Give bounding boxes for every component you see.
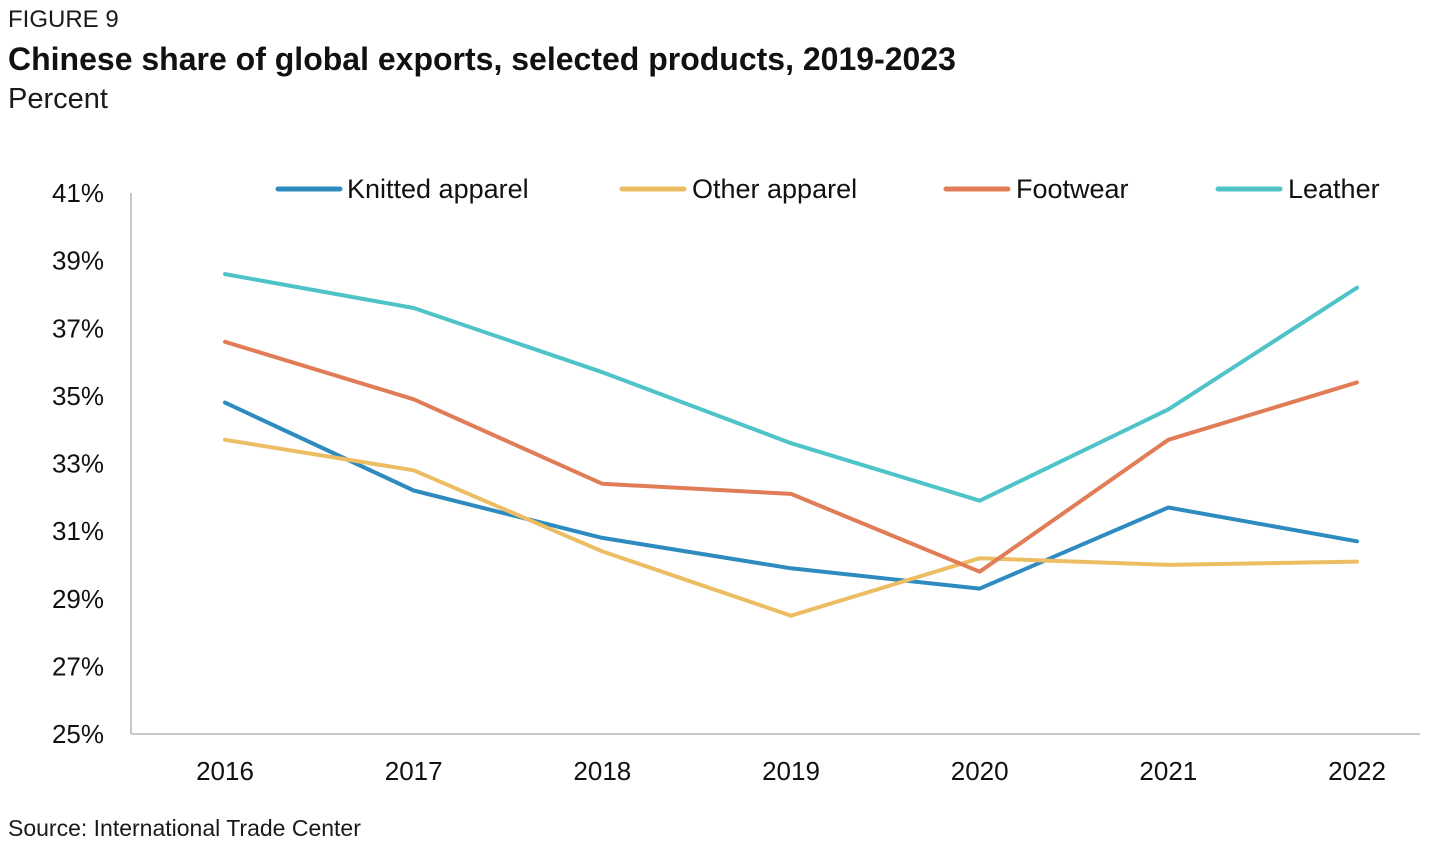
legend-item-other-apparel: Other apparel — [619, 174, 857, 204]
x-tick-label: 2019 — [762, 756, 820, 786]
series-line-leather — [223, 272, 1359, 503]
legend-item-leather: Leather — [1215, 174, 1380, 204]
series-line-footwear — [223, 339, 1359, 574]
y-tick-label: 41% — [52, 178, 104, 208]
y-tick-label: 37% — [52, 313, 104, 343]
figure-label: FIGURE 9 — [8, 6, 119, 33]
x-tick-label: 2018 — [573, 756, 631, 786]
x-tick-label: 2021 — [1139, 756, 1197, 786]
y-tick-label: 35% — [52, 381, 104, 411]
y-tick-label: 33% — [52, 449, 104, 479]
x-tick-label: 2022 — [1328, 756, 1386, 786]
y-tick-label: 29% — [52, 584, 104, 614]
y-tick-label: 39% — [52, 246, 104, 276]
y-tick-label: 25% — [52, 719, 104, 749]
chart-subtitle: Percent — [8, 83, 108, 115]
x-tick-label: 2017 — [385, 756, 443, 786]
series-line-knitted-apparel — [223, 400, 1359, 591]
y-tick-label: 31% — [52, 516, 104, 546]
chart-title: Chinese share of global exports, selecte… — [8, 41, 956, 77]
legend-label: Leather — [1288, 174, 1380, 204]
y-tick-label: 27% — [52, 651, 104, 681]
legend-label: Footwear — [1016, 174, 1129, 204]
legend-label: Knitted apparel — [347, 174, 529, 204]
series-lines — [223, 272, 1359, 618]
source-note: Source: International Trade Center — [8, 815, 361, 841]
legend-item-knitted-apparel: Knitted apparel — [275, 174, 529, 204]
series-line-other-apparel — [223, 437, 1359, 618]
x-tick-label: 2020 — [951, 756, 1009, 786]
x-tick-label: 2016 — [196, 756, 254, 786]
legend-item-footwear: Footwear — [943, 174, 1129, 204]
legend-label: Other apparel — [692, 174, 857, 204]
chart-axes: 25% 27% 29% 31% 33% 35% 37% 39% 41% 2016 2017 2018 2… — [52, 178, 1420, 786]
chart-legend: Knitted apparel Other apparel Footwear Leat… — [275, 174, 1380, 204]
